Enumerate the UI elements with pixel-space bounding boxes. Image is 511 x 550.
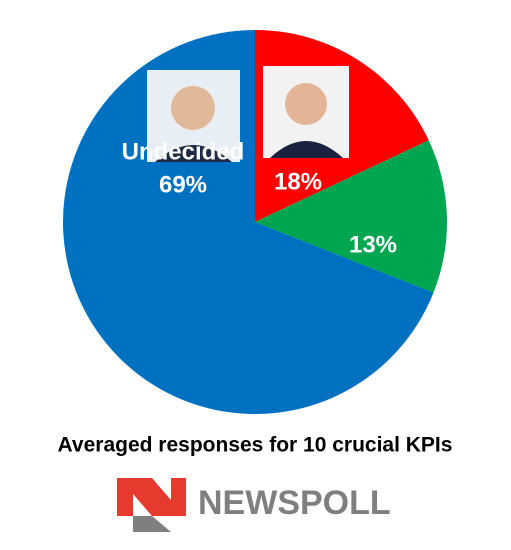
category-label: Undecided (122, 138, 245, 165)
logo: NEWSPOLL (117, 478, 391, 532)
photo-face (285, 83, 327, 125)
chart-title: Averaged responses for 10 crucial KPIs (58, 434, 453, 457)
logo-mark (117, 478, 186, 516)
pie-slice (255, 140, 447, 293)
logo-mark (133, 516, 171, 532)
value-label: 69% (159, 171, 207, 198)
photos (147, 66, 349, 162)
photo-suit (155, 145, 232, 162)
photo-face (171, 86, 215, 130)
pie (63, 30, 447, 414)
photo-suit (270, 141, 343, 158)
value-label: 13% (349, 231, 397, 258)
logo-text: NEWSPOLL (198, 484, 391, 522)
value-label: 18% (274, 168, 322, 195)
